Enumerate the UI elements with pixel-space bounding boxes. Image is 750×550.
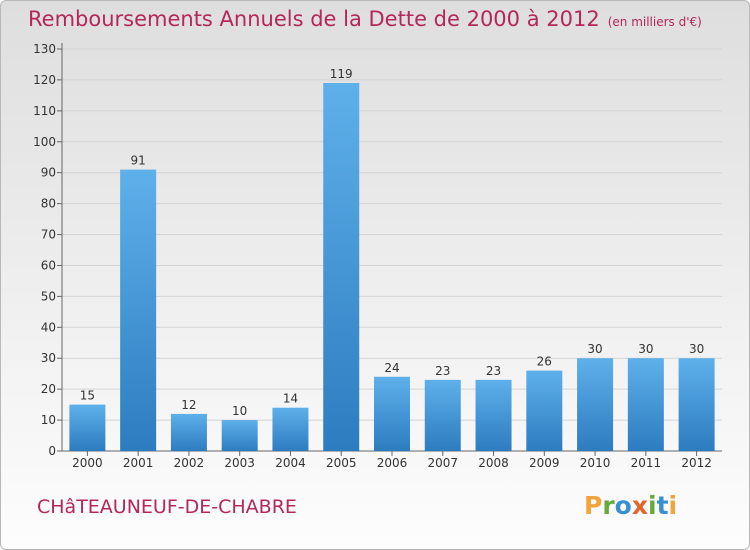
bar-2006	[374, 376, 410, 451]
bar-2002	[170, 413, 207, 451]
bar-2001	[120, 169, 157, 451]
logo-letter: t	[656, 491, 669, 520]
data-label-2003: 10	[232, 404, 247, 418]
y-tick-label: 50	[41, 289, 56, 303]
logo-letter: i	[648, 491, 657, 520]
y-tick-label: 0	[48, 444, 56, 458]
data-label-2004: 14	[283, 392, 298, 406]
proxiti-logo[interactable]: Proxiti	[584, 491, 677, 520]
bars	[69, 83, 715, 451]
x-tick-label-2008: 2008	[478, 456, 509, 470]
data-label-2010: 30	[587, 342, 602, 356]
y-tick-label: 90	[41, 166, 56, 180]
data-label-2006: 24	[384, 361, 399, 375]
x-tick-label-2009: 2009	[529, 456, 560, 470]
bar-2012	[678, 358, 715, 451]
bar-2007	[424, 379, 461, 451]
y-tick-label: 100	[33, 135, 56, 149]
x-tick-label-2005: 2005	[326, 456, 357, 470]
bar-2003	[221, 420, 258, 451]
x-tick-label-2007: 2007	[427, 456, 458, 470]
x-tick-label-2002: 2002	[174, 456, 205, 470]
data-label-2001: 91	[131, 154, 146, 168]
bar-2005	[323, 83, 360, 451]
bar-2000	[69, 404, 106, 451]
y-tick-label: 60	[41, 258, 56, 272]
data-label-2002: 12	[181, 398, 196, 412]
logo-letter: P	[584, 491, 603, 520]
logo-letter: i	[668, 491, 678, 520]
y-tick-label: 110	[33, 104, 56, 118]
x-tick-label-2010: 2010	[580, 456, 611, 470]
y-tick-label: 30	[41, 351, 56, 365]
chart-title: Remboursements Annuels de la Dette de 20…	[28, 7, 702, 31]
x-tick-label-2004: 2004	[275, 456, 306, 470]
y-tick-label: 120	[33, 73, 56, 87]
bar-2004	[272, 407, 309, 451]
y-tick-label: 80	[41, 197, 56, 211]
chart-title-text: Remboursements Annuels de la Dette de 20…	[28, 7, 600, 31]
data-label-2000: 15	[80, 389, 95, 403]
bar-2011	[627, 358, 664, 451]
logo-letter: x	[631, 491, 648, 520]
x-tick-label-2003: 2003	[224, 456, 255, 470]
data-label-2008: 23	[486, 364, 501, 378]
data-label-2007: 23	[435, 364, 450, 378]
town-name: CHâTEAUNEUF-DE-CHABRE	[37, 496, 297, 518]
y-tick-labels: 0 10 20 30 40 50 60 70 80 90 100 110 120 130	[33, 42, 56, 458]
y-tick-label: 70	[41, 228, 56, 242]
logo-letter: r	[602, 491, 615, 520]
bar-2008	[475, 379, 512, 451]
x-tick-label-2000: 2000	[72, 456, 103, 470]
y-tick-label: 40	[41, 320, 56, 334]
data-label-2009: 26	[537, 355, 552, 369]
chart-unit: (en milliers d'€)	[607, 15, 702, 29]
data-label-2011: 30	[638, 342, 653, 356]
x-tick-label-2011: 2011	[631, 456, 662, 470]
x-tick-labels: 2000 2001 2002 2003 2004 2005 2006 2007 2008 2009…	[72, 456, 712, 470]
x-tick-label-2006: 2006	[377, 456, 408, 470]
bar-2010	[577, 358, 614, 451]
x-tick-label-2001: 2001	[123, 456, 154, 470]
data-label-2012: 30	[689, 342, 704, 356]
bar-2009	[526, 370, 563, 451]
logo-letter: o	[614, 491, 632, 520]
y-tick-label: 10	[41, 413, 56, 427]
data-labels: 15 91 12 10 14 119 24 23 23 26 30 30 30	[80, 67, 705, 418]
y-tick-label: 130	[33, 42, 56, 56]
y-tick-label: 20	[41, 382, 56, 396]
x-tick-label-2012: 2012	[681, 456, 712, 470]
data-label-2005: 119	[330, 67, 353, 81]
